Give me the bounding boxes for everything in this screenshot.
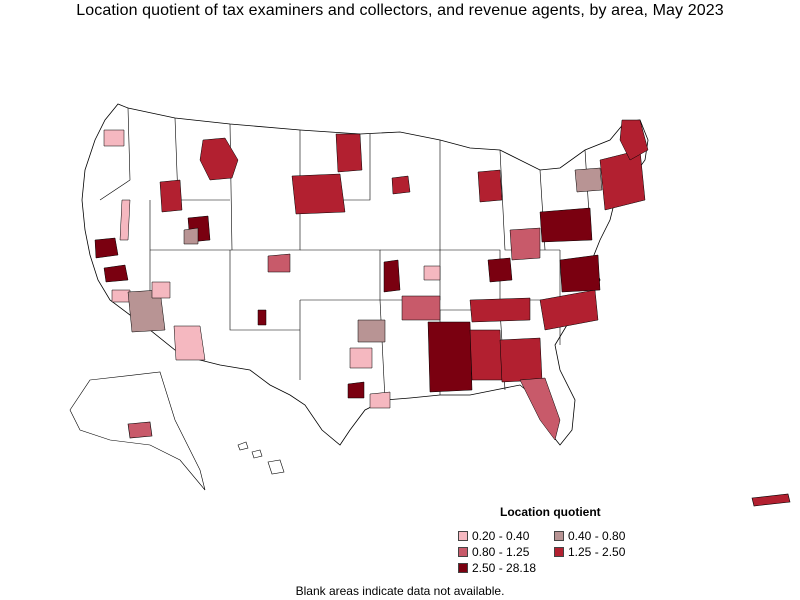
legend-item: 2.50 - 28.18 bbox=[458, 561, 536, 575]
blank-areas-note: Blank areas indicate data not available. bbox=[295, 584, 505, 598]
shaded-regions bbox=[94, 119, 649, 441]
region-arizona bbox=[127, 289, 166, 333]
legend-item: 0.20 - 0.40 bbox=[458, 529, 529, 543]
region-alabama bbox=[469, 329, 503, 381]
puerto-rico bbox=[751, 493, 791, 507]
region-carolinas bbox=[539, 289, 599, 331]
region-cal-bay bbox=[94, 237, 119, 259]
region-texas-east bbox=[349, 347, 373, 369]
legend-swatch bbox=[554, 547, 564, 557]
legend-swatch bbox=[554, 531, 564, 541]
region-cal-south bbox=[111, 289, 131, 303]
region-ohio bbox=[509, 227, 541, 261]
alaska bbox=[69, 371, 206, 491]
legend-swatch bbox=[458, 531, 468, 541]
legend-swatch bbox=[458, 547, 468, 557]
region-utah-south bbox=[183, 227, 199, 245]
region-texas-houston bbox=[347, 381, 365, 399]
region-missouri bbox=[383, 259, 401, 293]
region-alaska-anchorage bbox=[127, 421, 153, 439]
region-sdakota bbox=[291, 173, 346, 215]
region-florida bbox=[519, 377, 561, 441]
legend-item: 0.40 - 0.80 bbox=[554, 529, 625, 543]
region-cal-central bbox=[103, 264, 129, 283]
region-montana-west bbox=[199, 137, 239, 181]
region-kentucky bbox=[487, 257, 513, 283]
region-nevada bbox=[151, 281, 171, 299]
region-texas-coast bbox=[369, 391, 391, 409]
region-nm bbox=[257, 309, 267, 326]
legend-item: 0.80 - 1.25 bbox=[458, 545, 529, 559]
region-oregon bbox=[119, 199, 131, 241]
region-arkansas bbox=[357, 319, 386, 343]
region-georgia bbox=[499, 337, 543, 383]
region-ndakota bbox=[335, 133, 363, 173]
region-virginia bbox=[559, 254, 601, 293]
legend-swatch bbox=[458, 563, 468, 573]
region-idaho bbox=[159, 179, 183, 213]
legend-label: 0.80 - 1.25 bbox=[472, 545, 530, 559]
map-title: Location quotient of tax examiners and c… bbox=[76, 2, 724, 19]
region-kansas bbox=[423, 265, 441, 281]
region-arizona-south bbox=[173, 325, 206, 361]
region-mississippi bbox=[427, 321, 473, 393]
legend-title: Location quotient bbox=[500, 505, 601, 519]
region-colorado bbox=[267, 253, 291, 273]
region-new-york bbox=[574, 167, 603, 193]
region-minnesota bbox=[391, 175, 411, 195]
region-washington bbox=[103, 129, 125, 147]
region-pennsylvania bbox=[539, 207, 593, 243]
region-tennessee bbox=[469, 297, 531, 323]
region-maine bbox=[619, 119, 649, 161]
legend-label: 1.25 - 2.50 bbox=[568, 545, 626, 559]
region-oklahoma bbox=[401, 295, 441, 321]
region-new-england bbox=[599, 149, 646, 211]
region-michigan bbox=[477, 169, 503, 203]
legend-label: 2.50 - 28.18 bbox=[472, 561, 537, 575]
hawaii bbox=[237, 441, 285, 475]
legend-label: 0.20 - 0.40 bbox=[472, 529, 530, 543]
legend-label: 0.40 - 0.80 bbox=[568, 529, 626, 543]
legend-item: 1.25 - 2.50 bbox=[554, 545, 625, 559]
